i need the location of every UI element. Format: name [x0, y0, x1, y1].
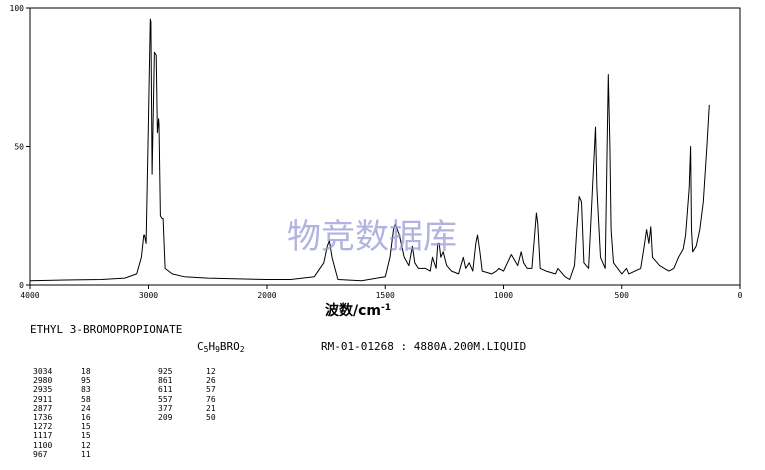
source-info: RM-01-01268 : 4880A.200M.LIQUID: [321, 340, 527, 353]
x-tick-label-1: 3000: [139, 291, 158, 300]
peak-wavenumber: 1736: [33, 413, 53, 423]
formula-h: H: [208, 340, 216, 353]
peak-row: 557 76: [158, 395, 234, 404]
peak-wavenumber: 925: [158, 367, 173, 376]
peak-wavenumber: 557: [158, 394, 173, 404]
x-axis-label: 波数/cm-1: [325, 302, 391, 319]
peak-wavenumber: 3034: [33, 367, 53, 376]
x-tick-label-4: 1000: [494, 291, 513, 300]
formula-bro: BRO: [219, 340, 240, 353]
molecular-formula: C5H9BRO2: [197, 340, 245, 354]
peak-transmittance: 76: [206, 394, 216, 404]
peak-wavenumber: 967: [33, 449, 48, 459]
peak-transmittance: 58: [81, 394, 91, 404]
peak-transmittance: 50: [206, 413, 216, 423]
peak-row: 2980 95: [33, 376, 109, 385]
peak-wavenumber: 861: [158, 376, 173, 386]
watermark: 物竞数据库: [287, 217, 457, 257]
peak-transmittance: 26: [206, 376, 216, 386]
peak-row: 611 57: [158, 385, 234, 394]
y-tick-label-0: 0: [19, 281, 24, 290]
formula-c: C: [197, 340, 204, 353]
peak-row: 861 26: [158, 376, 234, 385]
peak-wavenumber: 1117: [33, 431, 53, 441]
x-tick-label-6: 0: [738, 291, 743, 300]
peak-row: 1100 12: [33, 441, 109, 450]
x-axis-label-unit: cm: [358, 303, 381, 319]
x-tick-label-5: 500: [615, 291, 630, 300]
x-axis-label-cn: 波数: [325, 302, 354, 319]
x-axis-label-sep: /: [353, 303, 359, 319]
formula-o-count: 2: [239, 345, 245, 354]
peak-wavenumber: 2935: [33, 385, 53, 395]
peak-wavenumber: 2877: [33, 403, 53, 413]
peak-row: 1272 15: [33, 422, 109, 431]
peak-wavenumber: 1100: [33, 440, 53, 450]
peak-row: 967 11: [33, 450, 109, 459]
peak-wavenumber: 1272: [33, 422, 53, 432]
peak-transmittance: 12: [206, 367, 216, 376]
formula-c-count: 5: [203, 345, 209, 354]
peak-wavenumber: 611: [158, 385, 173, 395]
peak-transmittance: 16: [81, 413, 91, 423]
y-tick-label-2: 100: [10, 4, 25, 13]
y-tick-label-1: 50: [14, 143, 24, 152]
x-tick-label-0: 4000: [20, 291, 39, 300]
peak-transmittance: 83: [81, 385, 91, 395]
spectrum-line-0: [29, 18, 710, 282]
x-axis-label-exp: -1: [381, 303, 391, 313]
peak-transmittance: 11: [81, 449, 91, 459]
peak-wavenumber: 2911: [33, 394, 53, 404]
peak-row: 2877 24: [33, 404, 109, 413]
peak-transmittance: 21: [206, 403, 216, 413]
peak-transmittance: 12: [81, 440, 91, 450]
peak-transmittance: 57: [206, 385, 216, 395]
peak-row: 377 21: [158, 404, 234, 413]
peak-transmittance: 15: [81, 422, 91, 432]
peak-transmittance: 95: [81, 376, 91, 386]
peak-transmittance: 24: [81, 403, 91, 413]
peak-row: 1117 15: [33, 431, 109, 440]
compound-name: ETHYL 3-BROMOPROPIONATE: [30, 323, 183, 336]
peak-row: 2911 58: [33, 395, 109, 404]
peak-row: 3034 18: [33, 367, 109, 376]
x-tick-label-2: 2000: [257, 291, 276, 300]
peak-wavenumber: 2980: [33, 376, 53, 386]
peak-wavenumber: 377: [158, 403, 173, 413]
chart-ticks: 4000 3000 2000 1500 1000 500 0 0 50 100: [10, 4, 743, 300]
peak-row: 2935 83: [33, 385, 109, 394]
formula-h-count: 9: [215, 345, 220, 354]
peak-row: 209 50: [158, 413, 234, 422]
x-tick-label-3: 1500: [376, 291, 395, 300]
peak-transmittance: 18: [81, 367, 91, 376]
chart-plot-area: [29, 18, 710, 282]
peak-wavenumber: 209: [158, 413, 173, 423]
peak-table-left: 3034 18 2980 95 2935 83 2911 58 2877 24 1736 16 1272…: [33, 367, 109, 459]
peak-row: 925 12: [158, 367, 234, 376]
peak-table-right: 925 12 861 26 611 57 557 76 377 21 209 50: [158, 367, 234, 422]
ir-spectrum-chart: 4000 3000 2000 1500 1000 500 0 0 50 100 物竞数据库 波数/…: [10, 4, 743, 319]
peak-row: 1736 16: [33, 413, 109, 422]
peak-transmittance: 15: [81, 431, 91, 441]
